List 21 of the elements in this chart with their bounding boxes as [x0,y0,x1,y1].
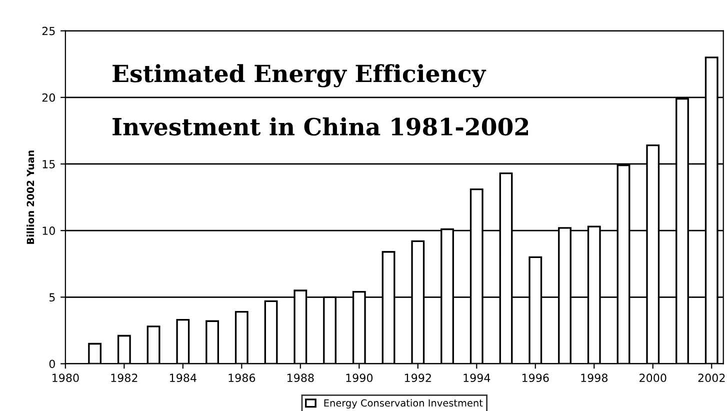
x-tick-label: 1992 [404,374,431,382]
y-tick-label: 15 [42,160,55,168]
x-tick-label: 1984 [170,374,196,382]
x-tick-label: 2002 [698,374,725,382]
y-tick-label: 25 [42,26,55,36]
x-tick-label: 2000 [640,374,666,382]
x-tick-label: 1986 [228,374,256,382]
y-tick-label: 0 [49,360,55,368]
y-tick-label: 10 [42,226,55,235]
x-tick-label: 1982 [111,374,138,382]
x-tick-label: 1994 [464,374,490,382]
legend-label: Energy Conservation Investment [324,399,483,409]
y-axis-title: Billion 2002 Yuan [26,150,34,244]
chart-title: Estimated Energy Efficiency Investment in China 1981-2002 [112,64,528,136]
x-tick-label: 1998 [581,374,608,382]
x-tick-label: 1988 [287,374,314,382]
y-tick-label: 20 [42,93,55,102]
y-tick-label: 5 [49,293,55,302]
x-tick-label: 1996 [522,374,549,382]
x-tick-label: 1980 [52,374,79,382]
x-tick-label: 1990 [346,374,373,382]
